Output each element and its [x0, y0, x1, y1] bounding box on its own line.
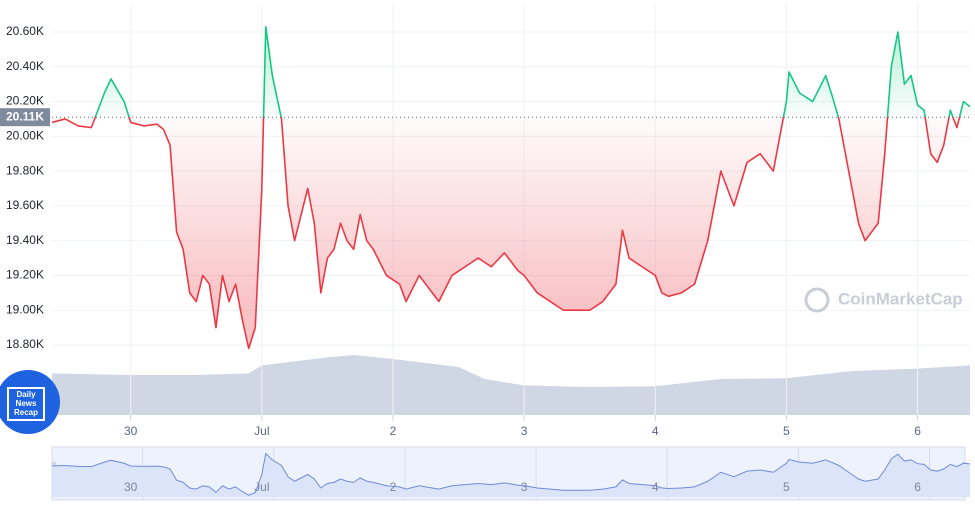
- y-tick-label: 19.20K: [6, 268, 44, 282]
- y-tick-label: 19.00K: [6, 302, 44, 316]
- x-tick-label: Jul: [254, 424, 269, 438]
- watermark: CoinMarketCap: [838, 289, 963, 308]
- y-tick-label: 20.60K: [6, 24, 44, 38]
- navigator-label: 5: [783, 480, 790, 494]
- navigator-label: 2: [390, 480, 397, 494]
- badge-text: Daily: [16, 390, 36, 399]
- navigator-label: 4: [652, 480, 659, 494]
- y-tick-label: 20.40K: [6, 59, 44, 73]
- price-line: [51, 25, 971, 350]
- news-badge[interactable]: Daily News Recap: [0, 370, 60, 434]
- y-tick-label: 19.40K: [6, 233, 44, 247]
- x-tick-label: 5: [783, 424, 790, 438]
- navigator-line: [51, 452, 971, 496]
- volume-area: [52, 355, 970, 415]
- y-tick-label: 19.80K: [6, 163, 44, 177]
- y-tick-label: 18.80K: [6, 337, 44, 351]
- navigator-label: 3: [521, 480, 528, 494]
- badge-text: News: [16, 399, 37, 408]
- navigator-label: Jul: [254, 480, 269, 494]
- baseline-tag: [0, 108, 50, 127]
- y-tick-label: 20.00K: [6, 129, 44, 143]
- badge-text: Recap: [14, 408, 38, 417]
- x-tick-label: 3: [521, 424, 528, 438]
- watermark-logo: [804, 287, 830, 313]
- price-area: [52, 26, 970, 349]
- navigator-label: 6: [914, 480, 921, 494]
- navigator-label: 30: [124, 480, 138, 494]
- y-tick-label: 20.20K: [6, 94, 44, 108]
- y-tick-label: 19.60K: [6, 198, 44, 212]
- x-tick-label: 6: [914, 424, 921, 438]
- x-tick-label: 30: [124, 424, 138, 438]
- badge-frame: [7, 387, 45, 421]
- x-tick-label: 4: [652, 424, 659, 438]
- navigator-area: [52, 453, 970, 497]
- baseline-label: 20.11K: [6, 109, 44, 123]
- x-tick-label: 2: [390, 424, 397, 438]
